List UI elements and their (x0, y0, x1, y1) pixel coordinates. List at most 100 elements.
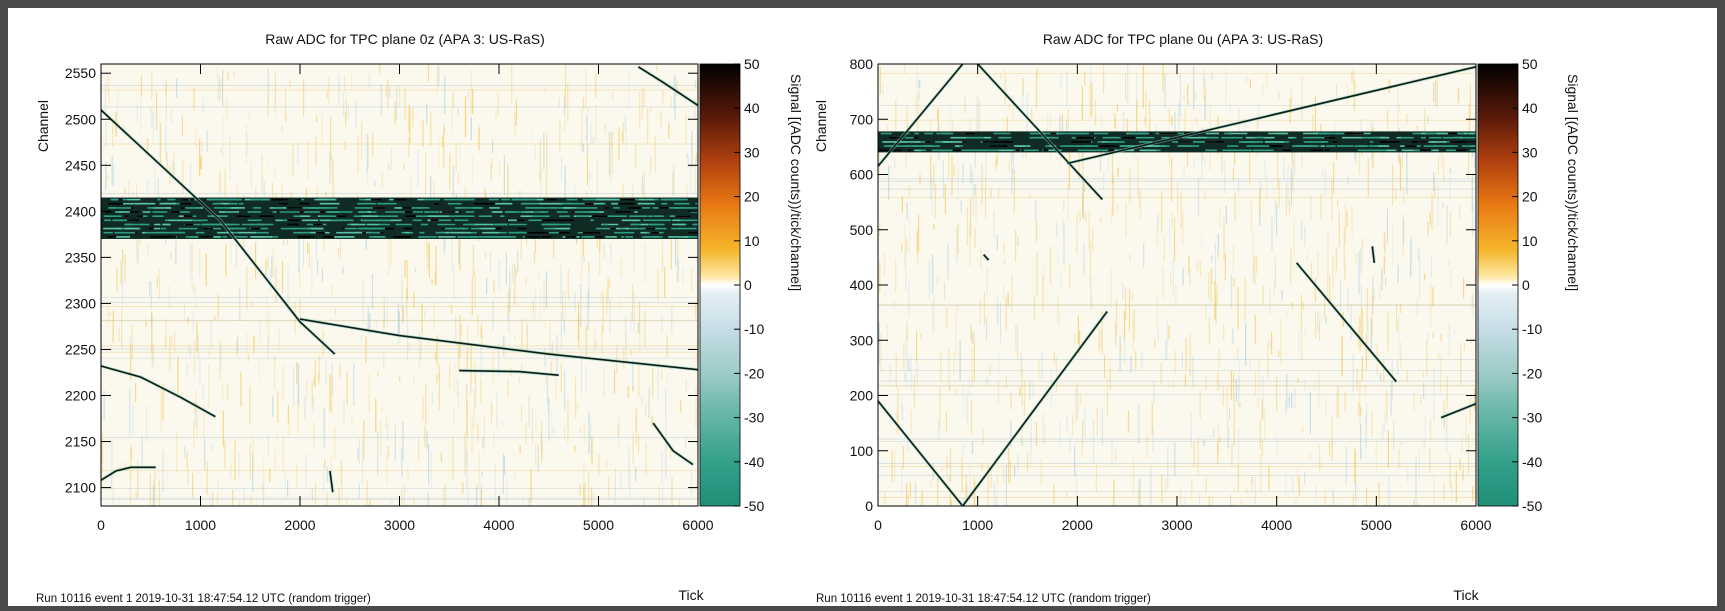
x-tick-label: 0 (97, 517, 105, 533)
particle-track (100, 109, 336, 355)
y-tick-label: 0 (865, 498, 873, 514)
particle-track (983, 254, 990, 261)
colorbar-tick-label: 0 (744, 277, 752, 293)
run-info-footer: Run 10116 event 1 2019-10-31 18:47:54.12… (816, 593, 1151, 605)
colorbar-tick-label: -40 (1522, 454, 1542, 470)
heatmap-background (101, 64, 698, 506)
colorbar-tick-label: -30 (1522, 410, 1542, 426)
y-tick-label: 2200 (65, 388, 96, 404)
particle-track (329, 470, 334, 493)
colorbar-tick-label: 10 (744, 233, 760, 249)
x-tick-label: 3000 (1161, 517, 1192, 533)
colorbar-tick-label: 10 (1522, 233, 1538, 249)
x-tick-label: 6000 (682, 517, 713, 533)
chart-title: Raw ADC for TPC plane 0z (APA 3: US-RaS) (265, 31, 545, 47)
y-axis-title: Channel (35, 100, 51, 152)
colorbar-tick-label: 30 (1522, 144, 1538, 160)
particle-track (1440, 403, 1477, 419)
particle-track (459, 369, 559, 376)
colorbar-tick-label: 40 (744, 100, 760, 116)
y-tick-label: 2500 (65, 111, 96, 127)
particle-track (962, 311, 1108, 507)
heatmap-area: 0 1000 2000 3000 4000 5000 6000 2100 2150 2200 225… (65, 56, 765, 533)
colorbar-tick-label: -20 (1522, 365, 1542, 381)
y-axis: 2100 2150 2200 2250 2300 2350 2400 2450 2500 2550 (65, 65, 698, 496)
particle-track (100, 365, 216, 418)
y-tick-label: 2150 (65, 434, 96, 450)
x-tick-label: 2000 (1062, 517, 1093, 533)
y-tick-label: 100 (850, 443, 874, 459)
colorbar: 50 40 30 20 10 0 -10 -20 -30 -40 -50 (1477, 56, 1542, 514)
x-tick-label: 4000 (1261, 517, 1292, 533)
run-info-footer: Run 10116 event 1 2019-10-31 18:47:54.12… (36, 593, 371, 605)
y-tick-label: 500 (850, 222, 874, 238)
y-tick-label: 2350 (65, 249, 96, 265)
x-tick-label: 2000 (284, 517, 315, 533)
colorbar-tick-label: -50 (744, 498, 764, 514)
colorbar-gradient (1477, 63, 1519, 507)
particle-track (1295, 262, 1397, 383)
x-axis-title: Tick (1453, 587, 1479, 603)
noisy-channel-band (101, 197, 698, 239)
particle-track (299, 318, 699, 371)
particle-track (1371, 246, 1376, 263)
y-tick-label: 800 (850, 56, 874, 72)
colorbar-title: Signal [(ADC counts))/tick/channel] (788, 74, 804, 291)
y-tick-label: 2300 (65, 295, 96, 311)
colorbar-tick-label: -10 (1522, 321, 1542, 337)
colorbar-tick-label: 20 (744, 189, 760, 205)
colorbar-tick-label: 30 (744, 144, 760, 160)
chart-title: Raw ADC for TPC plane 0u (APA 3: US-RaS) (1043, 31, 1323, 47)
y-tick-label: 2250 (65, 341, 96, 357)
y-axis: 0 100 200 300 400 500 600 700 800 (850, 56, 1476, 514)
noisy-channel-band (878, 131, 1476, 153)
x-axis-title: Tick (678, 587, 704, 603)
particle-track (652, 422, 694, 466)
particle-track (877, 63, 964, 167)
x-tick-label: 1000 (185, 517, 216, 533)
particle-track (1067, 66, 1477, 165)
colorbar-tick-label: -10 (744, 321, 764, 337)
colorbar-tick-label: 50 (1522, 56, 1538, 72)
colorbar-tick-label: 50 (744, 56, 760, 72)
y-tick-label: 600 (850, 167, 874, 183)
particle-track (877, 400, 964, 507)
colorbar-tick-label: -50 (1522, 498, 1542, 514)
x-tick-label: 3000 (384, 517, 415, 533)
heatmap-background (878, 64, 1476, 506)
y-tick-label: 700 (850, 111, 874, 127)
y-tick-label: 300 (850, 332, 874, 348)
plot-panel-plane-0u: Raw ADC for TPC plane 0u (APA 3: US-RaS)… (813, 31, 1581, 605)
x-axis: 0 1000 2000 3000 4000 5000 6000 (874, 64, 1492, 533)
colorbar-tick-label: -20 (744, 365, 764, 381)
x-tick-label: 4000 (483, 517, 514, 533)
colorbar-tick-label: 0 (1522, 277, 1530, 293)
x-axis: 0 1000 2000 3000 4000 5000 6000 (97, 64, 714, 533)
plots-svg: Raw ADC for TPC plane 0z (APA 3: US-RaS)… (35, 31, 1581, 605)
colorbar-tick-label: -30 (744, 410, 764, 426)
particle-track (100, 466, 156, 481)
y-tick-label: 2550 (65, 65, 96, 81)
y-tick-label: 200 (850, 388, 874, 404)
y-tick-label: 2400 (65, 203, 96, 219)
noise-texture (101, 64, 699, 506)
particle-track (637, 66, 699, 107)
colorbar-tick-label: 20 (1522, 189, 1538, 205)
y-tick-label: 2100 (65, 480, 96, 496)
y-tick-label: 2450 (65, 157, 96, 173)
x-tick-label: 6000 (1460, 517, 1491, 533)
heatmap-area: 0 1000 2000 3000 4000 5000 6000 0 100 200 300 400 50… (850, 56, 1543, 533)
colorbar: 50 40 30 20 10 0 -10 -20 -30 -40 -50 (699, 56, 764, 514)
x-tick-label: 5000 (583, 517, 614, 533)
y-tick-label: 400 (850, 277, 874, 293)
colorbar-tick-label: 40 (1522, 100, 1538, 116)
x-tick-label: 1000 (962, 517, 993, 533)
colorbar-gradient (699, 63, 741, 507)
colorbar-tick-label: -40 (744, 454, 764, 470)
colorbar-title: Signal [(ADC counts))/tick/channel] (1565, 74, 1581, 291)
x-tick-label: 5000 (1361, 517, 1392, 533)
y-axis-title: Channel (813, 100, 829, 152)
particle-track (977, 63, 1103, 200)
plot-panel-plane-0z: Raw ADC for TPC plane 0z (APA 3: US-RaS)… (35, 31, 804, 605)
canvas-frame: Raw ADC for TPC plane 0z (APA 3: US-RaS)… (8, 8, 1717, 606)
